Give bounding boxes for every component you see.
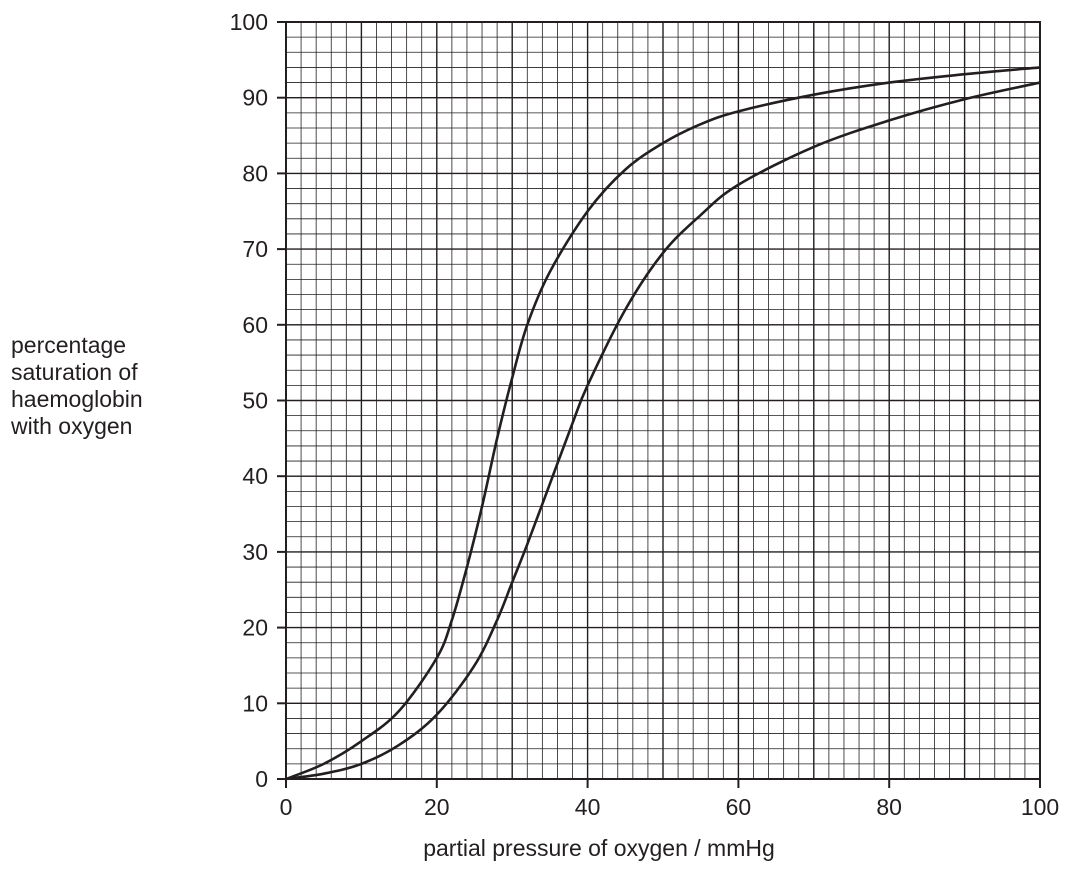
y-tick-label: 0 — [255, 766, 268, 792]
y-axis-label-line: with oxygen — [11, 413, 133, 439]
major-grid — [285, 21, 1041, 780]
y-tick-label: 50 — [242, 388, 268, 414]
y-tick-label: 40 — [242, 463, 268, 489]
x-tick-label: 80 — [876, 794, 902, 820]
y-axis-label-line: percentage — [11, 332, 127, 358]
y-tick-label: 20 — [242, 615, 268, 641]
y-tick-label: 80 — [242, 160, 268, 186]
y-tick-label: 10 — [242, 690, 268, 716]
x-axis-label: partial pressure of oxygen / mmHg — [423, 835, 775, 861]
x-tick-label: 60 — [726, 794, 752, 820]
y-axis-label: percentage saturation of haemoglobin wit… — [11, 332, 143, 440]
y-tick-label: 90 — [242, 85, 268, 111]
y-axis-label-line: saturation of — [11, 359, 138, 385]
x-tick-label: 40 — [575, 794, 601, 820]
y-tick-label: 30 — [242, 539, 268, 565]
series-line-2 — [285, 81, 1041, 781]
axis-ticks: 0 20 40 60 80 100 0 10 20 30 40 50 60 70 80 90 100 — [230, 9, 1060, 820]
y-tick-label: 60 — [242, 312, 268, 338]
y-axis-label-line: haemoglobin — [11, 386, 143, 412]
x-tick-label: 0 — [280, 794, 293, 820]
curves — [285, 66, 1041, 781]
y-tick-label: 70 — [242, 236, 268, 262]
y-tick-label: 100 — [230, 9, 268, 35]
series-line-1 — [285, 66, 1041, 781]
x-tick-label: 20 — [424, 794, 450, 820]
x-tick-label: 100 — [1021, 794, 1059, 820]
